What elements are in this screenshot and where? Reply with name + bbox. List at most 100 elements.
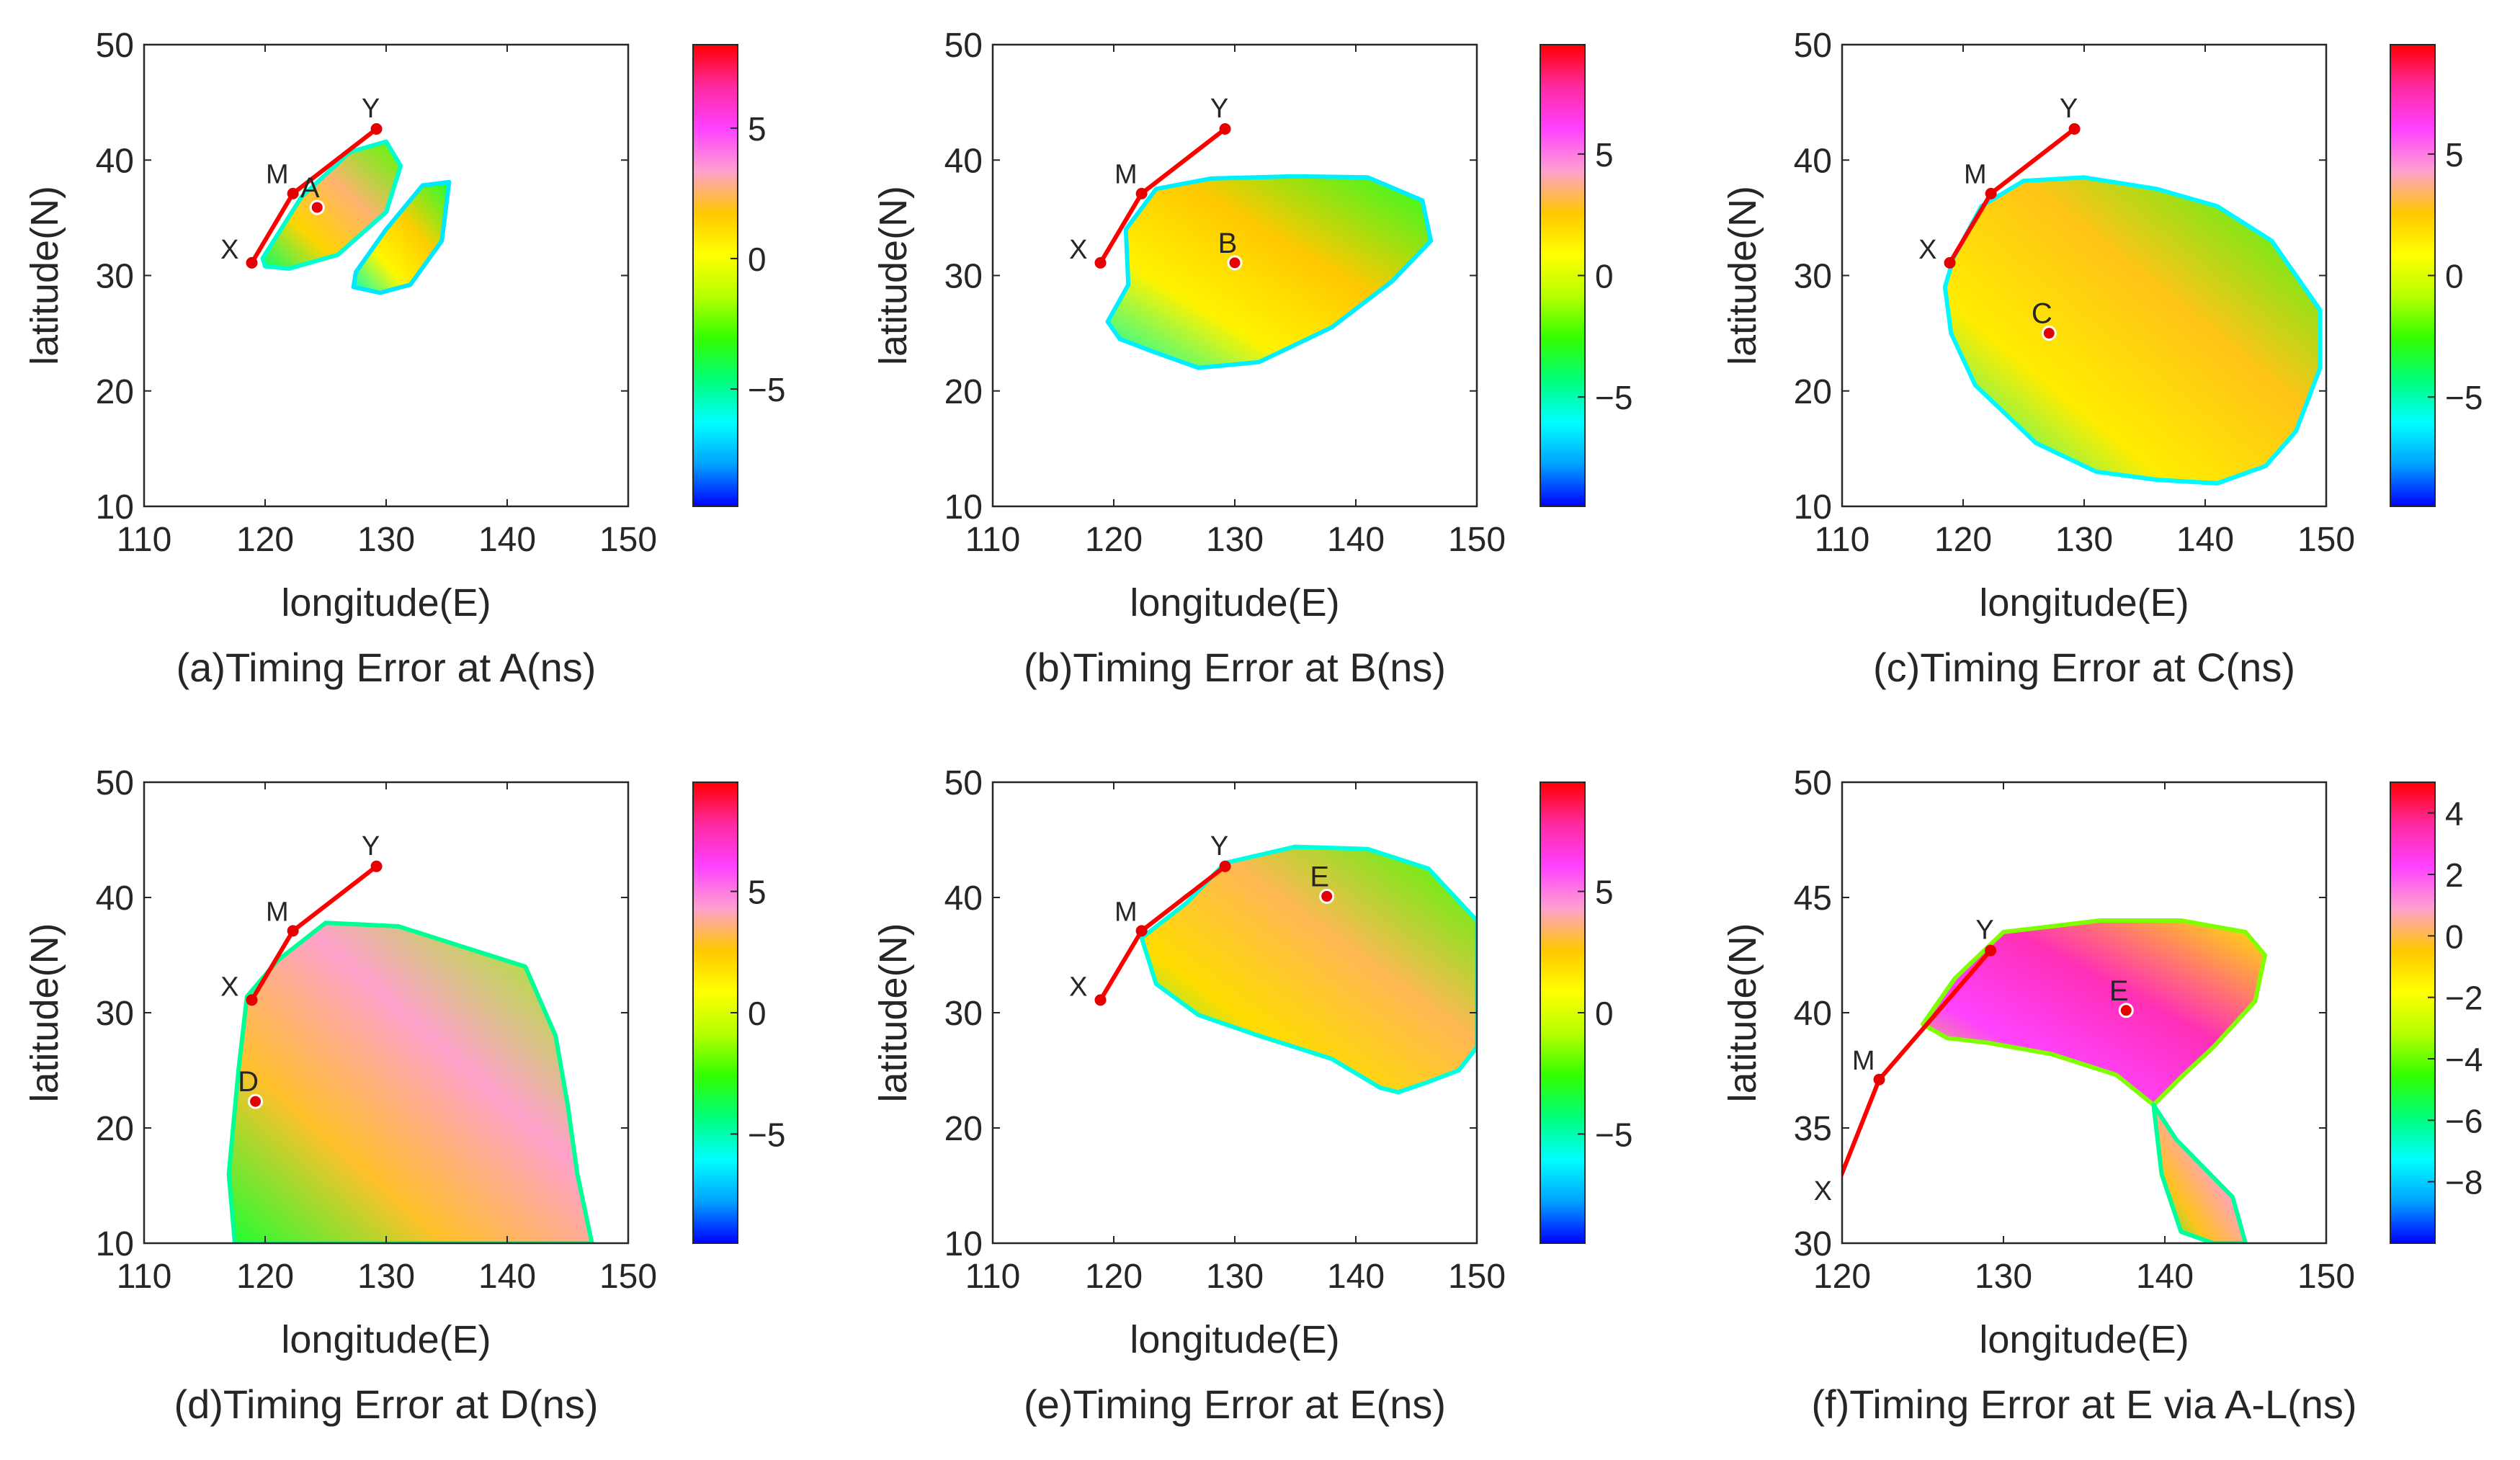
eval-point-B — [1227, 255, 1243, 271]
x-axis-label: longitude(E) — [1130, 1318, 1339, 1361]
route-label-M: M — [1964, 160, 1987, 190]
colorbar-tick-label: −5 — [748, 371, 785, 408]
y-tick-label: 30 — [1794, 258, 1832, 296]
y-tick-label: 20 — [96, 373, 134, 411]
eval-point-D — [248, 1093, 264, 1109]
subplot-title: (b)Timing Error at B(ns) — [1024, 645, 1446, 690]
coverage-region — [260, 139, 403, 271]
y-axis-label: latitude(N) — [23, 186, 66, 365]
y-axis-label: latitude(N) — [872, 186, 915, 365]
plot-area — [1094, 122, 1434, 370]
y-tick-label: 10 — [944, 1225, 983, 1263]
subplot-title: (f)Timing Error at E via A-L(ns) — [1811, 1381, 2356, 1427]
subplot-title: (c)Timing Error at C(ns) — [1873, 645, 2295, 690]
coverage-region — [226, 921, 594, 1243]
x-axis-label: longitude(E) — [1979, 1318, 2189, 1361]
colorbar-tick-label: −5 — [2445, 379, 2483, 416]
colorbar-tick-label: 0 — [1595, 258, 1614, 295]
eval-point-label: E — [1310, 861, 1329, 892]
x-tick-label: 150 — [2297, 521, 2355, 559]
y-tick-label: 40 — [944, 879, 983, 918]
colorbar-tick-label: −5 — [1595, 1116, 1632, 1153]
route-point-X — [1818, 1212, 1830, 1224]
x-tick-label: 130 — [2055, 521, 2113, 559]
colorbar — [2390, 44, 2436, 507]
colorbar — [1540, 781, 1586, 1244]
colorbar-tick-label: 0 — [748, 241, 767, 278]
y-tick-label: 50 — [944, 27, 983, 65]
route-label-Y: Y — [1975, 915, 1993, 946]
x-tick-label: 130 — [357, 521, 415, 559]
y-tick-label: 30 — [96, 258, 134, 296]
y-tick-label: 50 — [1794, 27, 1832, 65]
x-axis-label: longitude(E) — [281, 581, 491, 624]
eval-point-label: D — [238, 1066, 259, 1098]
route-label-X: X — [1069, 235, 1087, 265]
coverage-region — [1105, 174, 1434, 370]
x-tick-label: 130 — [1206, 1258, 1264, 1296]
route-point-Y — [370, 860, 383, 872]
route-point-M — [1985, 187, 1997, 200]
route-label-Y: Y — [362, 831, 380, 861]
x-tick-label: 120 — [236, 1258, 294, 1296]
colorbar — [2390, 781, 2436, 1244]
y-axis-label: latitude(N) — [23, 923, 66, 1102]
route-label-Y: Y — [362, 94, 380, 124]
x-axis-label: longitude(E) — [281, 1318, 491, 1361]
colorbar-tick-label: 5 — [748, 110, 767, 148]
eval-point-C — [2041, 326, 2057, 341]
y-tick-label: 50 — [944, 764, 983, 802]
route-point-M — [287, 925, 299, 937]
route-point-Y — [370, 122, 383, 135]
route-point-X — [246, 994, 258, 1006]
x-tick-label: 150 — [1448, 1258, 1506, 1296]
route-label-X: X — [1918, 235, 1936, 265]
route-label-M: M — [266, 160, 289, 190]
y-tick-label: 40 — [944, 142, 983, 180]
route-label-Y: Y — [1210, 831, 1228, 861]
x-tick-label: 150 — [1448, 521, 1506, 559]
route-point-X — [1094, 256, 1107, 269]
colorbar-tick-label: 5 — [2445, 136, 2464, 174]
y-tick-label: 30 — [1794, 1225, 1832, 1263]
x-axis-label: longitude(E) — [1130, 581, 1339, 624]
y-tick-label: 50 — [96, 764, 134, 802]
x-tick-label: 130 — [357, 1258, 415, 1296]
eval-point-label: B — [1218, 228, 1238, 259]
route-label-Y: Y — [1210, 94, 1228, 124]
x-tick-label: 130 — [1206, 521, 1264, 559]
y-tick-label: 40 — [96, 879, 134, 918]
colorbar-tick-label: −8 — [2445, 1164, 2483, 1201]
x-tick-label: 130 — [1975, 1258, 2032, 1296]
colorbar — [692, 44, 738, 507]
route-point-Y — [1219, 860, 1231, 872]
colorbar-tick-label: 5 — [1595, 874, 1614, 911]
route-label-M: M — [1114, 160, 1138, 190]
route-label-X: X — [220, 972, 238, 1002]
eval-point-A — [309, 200, 325, 215]
x-tick-label: 120 — [1085, 521, 1143, 559]
x-tick-label: 150 — [599, 1258, 657, 1296]
plot-area — [226, 860, 594, 1243]
route-label-X: X — [220, 235, 238, 265]
colorbar-tick-label: 5 — [1595, 136, 1614, 174]
x-tick-label: 110 — [1815, 521, 1870, 559]
y-axis-label: latitude(N) — [872, 923, 915, 1102]
colorbar-tick-label: 2 — [2445, 856, 2464, 894]
colorbar-tick-label: −2 — [2445, 980, 2483, 1017]
route-point-Y — [2068, 122, 2081, 135]
route-point-M — [1873, 1073, 1885, 1085]
route-label-M: M — [1852, 1046, 1875, 1076]
coverage-region — [1921, 918, 2267, 1107]
subplot-title: (d)Timing Error at D(ns) — [174, 1381, 598, 1427]
x-tick-label: 110 — [117, 1258, 172, 1296]
y-tick-label: 40 — [96, 142, 134, 180]
route-point-Y — [1985, 944, 1997, 957]
coverage-region — [351, 179, 452, 295]
coverage-region — [2151, 1103, 2248, 1243]
route-point-M — [1135, 187, 1148, 200]
